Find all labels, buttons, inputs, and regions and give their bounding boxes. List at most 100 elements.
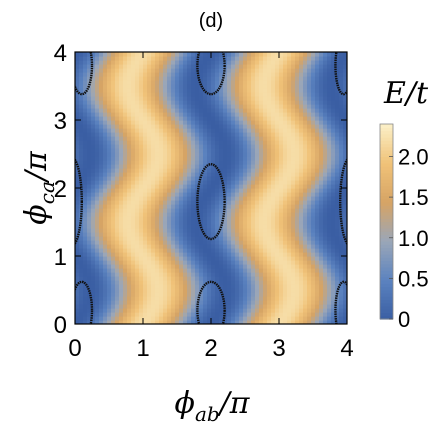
heatmap-cell (323, 220, 328, 225)
heatmap-cell (315, 160, 320, 165)
heatmap-cell (191, 292, 196, 297)
heatmap-cell (107, 272, 112, 277)
heatmap-cell (207, 316, 212, 321)
heatmap-cell (83, 88, 88, 93)
heatmap-cell (119, 228, 124, 233)
heatmap-cell (211, 276, 216, 281)
heatmap-cell (163, 292, 168, 297)
heatmap-cell (147, 156, 152, 161)
heatmap-cell (163, 136, 168, 141)
heatmap-cell (79, 164, 84, 169)
heatmap-cell (239, 96, 244, 101)
heatmap-cell (87, 300, 92, 305)
heatmap-cell (303, 316, 308, 321)
heatmap-cell (219, 212, 224, 217)
heatmap-cell (255, 272, 260, 277)
heatmap-cell (167, 232, 172, 237)
heatmap-cell (119, 268, 124, 273)
heatmap-cell (159, 124, 164, 129)
heatmap-cell (83, 64, 88, 69)
heatmap-cell (227, 204, 232, 209)
heatmap-cell (91, 136, 96, 141)
heatmap-cell (123, 80, 128, 85)
heatmap-cell (255, 236, 260, 241)
heatmap-cell (335, 284, 340, 289)
heatmap-cell (307, 124, 312, 129)
heatmap-cell (183, 184, 188, 189)
heatmap-cell (135, 64, 140, 69)
heatmap-cell (239, 288, 244, 293)
heatmap-cell (123, 140, 128, 145)
heatmap-cell (139, 268, 144, 273)
heatmap-cell (299, 220, 304, 225)
heatmap-cell (303, 196, 308, 201)
heatmap-cell (207, 172, 212, 177)
heatmap-cell (335, 216, 340, 221)
heatmap-cell (79, 104, 84, 109)
heatmap-cell (211, 304, 216, 309)
heatmap-cell (83, 264, 88, 269)
heatmap-cell (291, 104, 296, 109)
heatmap-cell (283, 308, 288, 313)
heatmap-cell (207, 244, 212, 249)
heatmap-cell (171, 52, 176, 57)
heatmap-cell (307, 144, 312, 149)
heatmap-cell (311, 224, 316, 229)
heatmap-cell (287, 68, 292, 73)
heatmap-cell (331, 244, 336, 249)
heatmap-cell (83, 304, 88, 309)
heatmap-cell (191, 200, 196, 205)
heatmap-cell (83, 180, 88, 185)
heatmap-cell (247, 300, 252, 305)
heatmap-cell (155, 112, 160, 117)
heatmap-cell (203, 124, 208, 129)
heatmap-cell (75, 240, 80, 245)
heatmap-cell (243, 152, 248, 157)
colorbar-segment (380, 133, 393, 138)
heatmap-cell (287, 196, 292, 201)
heatmap-cell (207, 192, 212, 197)
heatmap-cell (191, 88, 196, 93)
heatmap-cell (271, 72, 276, 77)
heatmap-cell (243, 196, 248, 201)
heatmap-cell (251, 256, 256, 261)
heatmap-cell (167, 224, 172, 229)
heatmap-cell (79, 176, 84, 181)
heatmap-cell (159, 256, 164, 261)
heatmap-cell (243, 84, 248, 89)
heatmap-cell (227, 240, 232, 245)
heatmap-cell (323, 136, 328, 141)
heatmap-cell (163, 212, 168, 217)
heatmap-cell (291, 68, 296, 73)
heatmap-cell (79, 68, 84, 73)
heatmap-cell (171, 232, 176, 237)
heatmap-cell (199, 188, 204, 193)
heatmap-cell (203, 200, 208, 205)
heatmap-cell (187, 280, 192, 285)
heatmap-cell (155, 268, 160, 273)
heatmap-cell (171, 264, 176, 269)
heatmap-cell (263, 292, 268, 297)
heatmap-cell (251, 200, 256, 205)
heatmap-cell (99, 296, 104, 301)
heatmap-cell (123, 200, 128, 205)
heatmap-cell (211, 180, 216, 185)
heatmap-cell (343, 120, 347, 125)
heatmap-cell (267, 144, 272, 149)
heatmap-cell (335, 188, 340, 193)
heatmap-cell (135, 216, 140, 221)
heatmap-cell (227, 60, 232, 65)
heatmap-cell (155, 96, 160, 101)
heatmap-cell (179, 228, 184, 233)
heatmap-cell (211, 252, 216, 257)
heatmap-cell (279, 300, 284, 305)
heatmap-cell (131, 52, 136, 57)
heatmap-cell (231, 168, 236, 173)
heatmap-cell (307, 288, 312, 293)
heatmap-cell (199, 52, 204, 57)
heatmap-cell (175, 184, 180, 189)
heatmap-cell (91, 212, 96, 217)
heatmap-cell (95, 252, 100, 257)
heatmap-cell (155, 84, 160, 89)
heatmap-cell (199, 240, 204, 245)
